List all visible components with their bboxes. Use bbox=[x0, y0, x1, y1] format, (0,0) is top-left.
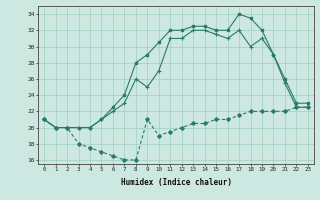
X-axis label: Humidex (Indice chaleur): Humidex (Indice chaleur) bbox=[121, 178, 231, 187]
